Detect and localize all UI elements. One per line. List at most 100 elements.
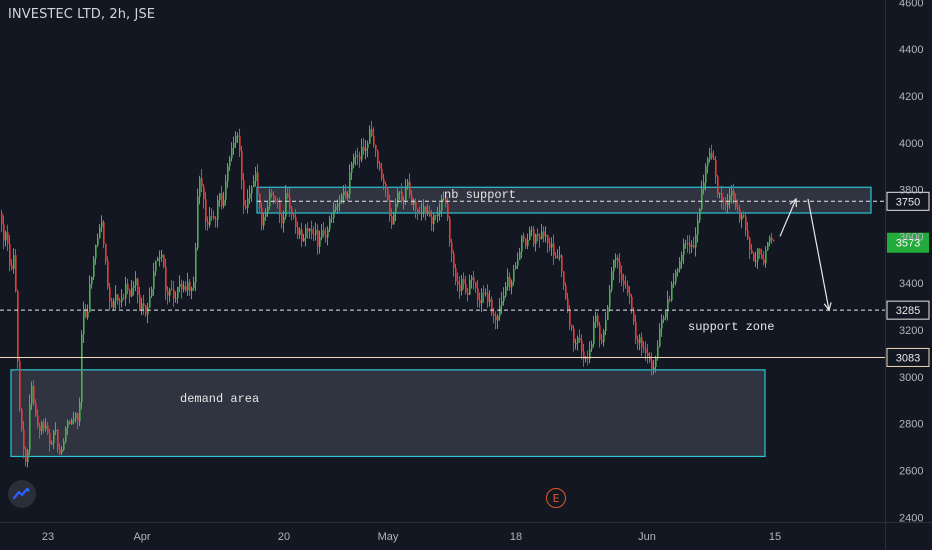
candle-body xyxy=(327,229,329,238)
candle-body xyxy=(659,328,661,347)
projection-arrow-down xyxy=(807,198,830,311)
candle-body xyxy=(469,280,471,295)
candle-body xyxy=(455,268,457,282)
candle-body xyxy=(147,307,149,315)
candle-body xyxy=(1,213,3,225)
candle-body xyxy=(255,172,257,181)
earnings-event-icon[interactable]: E xyxy=(546,488,566,508)
x-tick-label: 23 xyxy=(42,531,54,543)
candle-body xyxy=(553,243,555,256)
candle-body xyxy=(735,199,737,208)
candle-body xyxy=(87,311,89,318)
candle-body xyxy=(45,425,47,429)
candle-body xyxy=(317,229,319,247)
candle-body xyxy=(81,334,83,403)
candle-body xyxy=(157,258,159,262)
candle-body xyxy=(645,348,647,353)
candle-body xyxy=(753,253,755,262)
candle-body xyxy=(607,307,609,320)
candle-body xyxy=(733,191,735,200)
candle-body xyxy=(435,214,437,217)
candle-body xyxy=(93,258,95,277)
candle-body xyxy=(25,449,27,462)
price-badge-label-3285: 3285 xyxy=(896,305,920,317)
y-tick-label: 2400 xyxy=(899,512,923,524)
candle-body xyxy=(605,319,607,331)
candle-body xyxy=(337,203,339,207)
candle-body xyxy=(599,325,601,340)
price-badge-3285 xyxy=(886,300,930,320)
candle-body xyxy=(685,242,687,244)
candle-body xyxy=(629,293,631,298)
candle-body xyxy=(115,294,117,301)
candle-body xyxy=(571,325,573,329)
candle-body xyxy=(103,221,105,244)
candle-body xyxy=(695,234,697,248)
candle-body xyxy=(175,298,177,300)
candle-body xyxy=(575,342,577,344)
candle-body xyxy=(375,144,377,151)
candle-body xyxy=(445,198,447,204)
candle-body xyxy=(257,172,259,194)
candle-body xyxy=(537,234,539,237)
candle-body xyxy=(41,422,43,432)
y-axis[interactable]: 3750 3285 3083 3573 2400 2600 2800 3000 3200 3400… xyxy=(885,0,930,550)
candle-body xyxy=(11,265,13,269)
candle-body xyxy=(285,193,287,217)
candle-body xyxy=(53,431,55,444)
candle-body xyxy=(171,289,173,291)
candle-body xyxy=(323,230,325,235)
candle-body xyxy=(771,237,773,241)
candle-body xyxy=(611,271,613,290)
candle-body xyxy=(401,191,403,201)
candle-body xyxy=(5,232,7,241)
candle-body xyxy=(133,285,135,288)
candle-body xyxy=(449,218,451,243)
candle-body xyxy=(35,403,37,416)
candle-body xyxy=(359,156,361,160)
candle-body xyxy=(585,358,587,360)
candle-body xyxy=(451,242,453,254)
candle-body xyxy=(131,287,133,297)
annotations-layer: demand area nb support support zone xyxy=(180,188,774,406)
candle-body xyxy=(209,216,211,225)
x-axis[interactable]: 23 Apr 20 May 18 Jun 15 xyxy=(0,522,932,544)
candle-body xyxy=(97,238,99,246)
candles-layer xyxy=(1,120,775,468)
tradingview-logo-icon[interactable] xyxy=(8,480,36,508)
candle-body xyxy=(193,282,195,289)
candle-body xyxy=(405,186,407,201)
candle-body xyxy=(479,299,481,304)
candle-body xyxy=(371,129,373,137)
candle-body xyxy=(403,200,405,202)
candle-body xyxy=(319,237,321,247)
y-tick-label: 3200 xyxy=(899,325,923,337)
candle-body xyxy=(413,201,415,205)
candle-body xyxy=(679,261,681,270)
last-price-label: 3573 xyxy=(896,238,920,250)
candle-body xyxy=(417,209,419,213)
candle-body xyxy=(169,289,171,296)
candle-body xyxy=(199,178,201,197)
candle-body xyxy=(515,265,517,270)
candle-body xyxy=(343,191,345,196)
candle-body xyxy=(107,261,109,288)
candle-body xyxy=(13,255,15,269)
candle-body xyxy=(89,284,91,312)
candle-body xyxy=(235,135,237,143)
candle-body xyxy=(693,245,695,248)
candle-body xyxy=(395,203,397,213)
x-tick-label: 20 xyxy=(278,531,290,543)
candle-body xyxy=(717,176,719,195)
candle-body xyxy=(583,351,585,359)
candle-body xyxy=(573,328,575,343)
candle-body xyxy=(437,213,439,217)
candle-body xyxy=(407,181,409,187)
annotation-demand-area: demand area xyxy=(180,392,259,406)
candle-body xyxy=(431,216,433,224)
candle-body xyxy=(33,385,35,404)
candle-body xyxy=(487,293,489,302)
candle-body xyxy=(325,234,327,238)
candle-body xyxy=(505,286,507,296)
